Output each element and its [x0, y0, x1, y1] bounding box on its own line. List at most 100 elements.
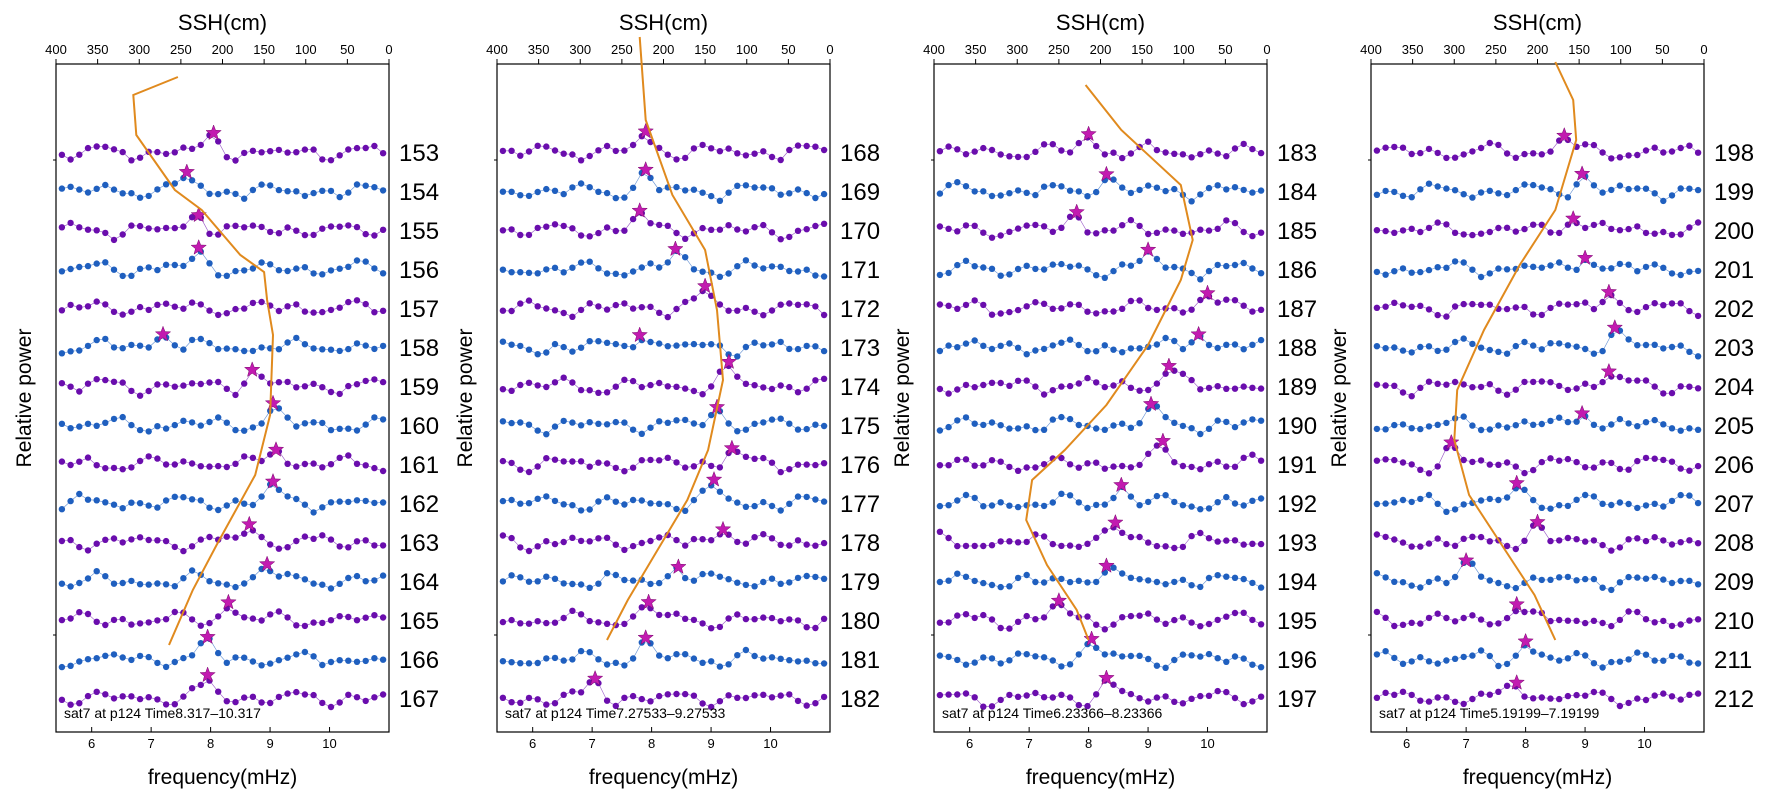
spectrum-point [1373, 304, 1381, 311]
spectrum-point [1240, 186, 1247, 194]
spectrum-point [1642, 537, 1650, 545]
row-label: 160 [399, 413, 439, 440]
spectrum-point [379, 378, 387, 386]
annotation-text: sat7 at p124 Time8.317–10.317 [64, 705, 261, 721]
spectrum-point [690, 295, 698, 302]
spectrum-point [980, 144, 987, 152]
spectrum-point [1223, 153, 1230, 160]
spectrum-point [508, 534, 515, 542]
spectrum-point [1223, 262, 1230, 270]
spectrum-point [517, 192, 524, 199]
spectrum-point [267, 611, 274, 618]
spectrum-point [1477, 189, 1485, 196]
spectrum-point [621, 576, 628, 584]
spectrum-point [1599, 425, 1606, 432]
spectrum-point [499, 457, 507, 465]
spectrum-point [629, 613, 637, 620]
spectrum-point [664, 501, 671, 508]
row-label: 155 [399, 218, 439, 245]
spectrum-point [638, 457, 645, 464]
spectrum-point [1110, 650, 1117, 657]
spectrum-point [319, 187, 326, 194]
spectrum-point [1023, 692, 1030, 699]
peak-star [267, 441, 285, 457]
spectrum-point [1223, 186, 1230, 193]
spectrum-point [119, 231, 126, 238]
spectrum-point [1084, 193, 1091, 200]
spectrum-point [1634, 268, 1641, 275]
spectrum-point [543, 701, 550, 708]
annotation-text: sat7 at p124 Time6.23366–8.23366 [942, 705, 1163, 721]
peak-star [1457, 551, 1475, 568]
spectrum-point [708, 625, 715, 632]
spectrum-point [794, 461, 802, 468]
spectrum-line [61, 177, 384, 200]
spectrum-point [1451, 303, 1459, 310]
peak-star [1573, 165, 1591, 181]
spectrum-point [301, 264, 309, 271]
spectrum-point [612, 270, 619, 277]
spectrum-point [206, 230, 213, 237]
spectrum-point [1694, 499, 1702, 507]
spectrum-point [136, 457, 144, 465]
spectrum-point [119, 505, 126, 512]
spectrum-point [1075, 464, 1083, 471]
spectrum-point [1651, 619, 1658, 626]
spectrum-point [1399, 496, 1407, 504]
spectrum-point [215, 649, 222, 657]
spectrum-point [962, 456, 970, 463]
spectrum-point [508, 341, 515, 348]
spectrum-point [1686, 268, 1693, 275]
spectrum-point [560, 150, 567, 157]
spectrum-point [1677, 427, 1684, 434]
spectrum-point [67, 662, 74, 669]
spectrum-point [1188, 339, 1195, 346]
spectrum-line [939, 604, 1262, 630]
top-tick-label: 100 [295, 42, 317, 57]
spectrum-point [1391, 421, 1398, 429]
spectrum-point [1625, 261, 1632, 268]
spectrum-point [1443, 540, 1450, 548]
spectrum-point [980, 611, 987, 619]
spectrum-point [1093, 272, 1100, 279]
spectrum-point [1625, 699, 1632, 707]
spectrum-point [1119, 261, 1126, 268]
spectrum-point [379, 691, 387, 698]
row-label: 184 [1277, 179, 1317, 206]
spectrum-point [188, 255, 196, 262]
spectrum-point [1495, 688, 1502, 695]
spectrum-point [1425, 423, 1433, 430]
peak-star [631, 202, 648, 218]
top-tick-label: 250 [170, 42, 192, 57]
spectrum-point [690, 266, 698, 273]
spectrum-point [110, 186, 118, 193]
spectrum-point [119, 379, 126, 386]
spectrum-point [621, 300, 628, 307]
spectrum-point [794, 697, 802, 705]
spectrum-point [577, 647, 585, 655]
spectrum-point [971, 694, 978, 701]
peak-star [1556, 126, 1573, 143]
spectrum-point [734, 694, 741, 701]
spectrum-point [371, 577, 378, 584]
spectrum-point [145, 387, 152, 395]
spectrum-point [1642, 185, 1650, 192]
spectrum-point [58, 580, 66, 587]
spectrum-point [1668, 541, 1676, 548]
spectrum-point [1127, 464, 1135, 471]
top-axis-label: SSH(cm) [1056, 10, 1145, 35]
spectrum-point [716, 226, 724, 233]
x-tick-label: 8 [1085, 736, 1092, 751]
spectrum-point [327, 617, 335, 624]
spectrum-point [629, 184, 637, 191]
spectrum-line [939, 567, 1262, 588]
spectrum-point [673, 305, 680, 313]
spectrum-point [1049, 261, 1057, 268]
spectrum-point [1179, 422, 1187, 430]
spectrum-point [1486, 621, 1494, 628]
spectrum-point [716, 464, 724, 471]
spectrum-point [629, 426, 637, 433]
spectrum-point [1032, 578, 1039, 586]
spectrum-point [1608, 501, 1615, 509]
spectrum-point [1694, 149, 1702, 156]
